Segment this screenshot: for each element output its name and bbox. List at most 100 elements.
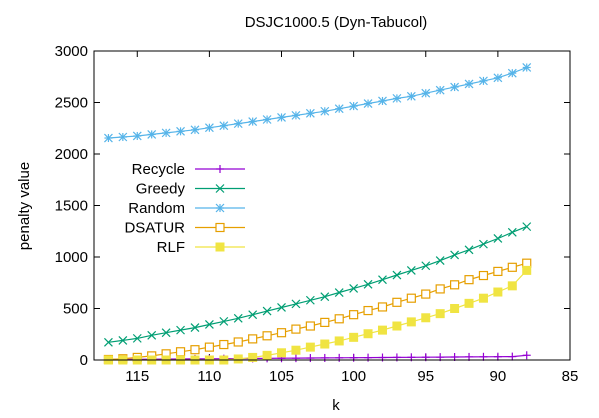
plot-frame [93, 50, 571, 361]
data-point-rlf [349, 332, 359, 342]
data-point-greedy [392, 270, 402, 280]
data-point-dsatur [233, 337, 243, 347]
plot-area [103, 63, 532, 365]
legend: Recycle Greedy Random DSATUR RLF [124, 161, 245, 256]
data-point-rlf [392, 321, 402, 331]
data-point-rlf [421, 313, 431, 323]
data-point-greedy [435, 256, 445, 266]
data-point-dsatur [493, 266, 503, 277]
data-point-dsatur [478, 270, 489, 281]
data-point-dsatur [190, 345, 200, 355]
data-point-random [392, 93, 402, 103]
data-point-random [176, 126, 185, 136]
legend-label-dsatur: DSATUR [124, 220, 185, 237]
x-tick-label: 110 [197, 368, 221, 385]
data-point-random [204, 123, 214, 133]
data-point-greedy [479, 239, 488, 249]
data-point-greedy [507, 227, 517, 237]
data-point-dsatur [320, 317, 330, 328]
data-point-recycle [349, 353, 358, 362]
data-point-rlf [507, 281, 517, 291]
data-point-dsatur [464, 275, 474, 285]
y-tick-label: 3000 [55, 43, 88, 60]
y-tick-label: 0 [80, 352, 88, 369]
data-point-random [262, 115, 272, 124]
series-line-greedy [108, 226, 527, 343]
y-axis-title-group: penalty value [16, 162, 33, 250]
data-point-recycle [479, 352, 488, 361]
data-point-greedy [176, 325, 185, 335]
data-point-greedy [334, 288, 344, 297]
data-point-greedy [219, 316, 229, 326]
data-point-greedy [190, 323, 200, 332]
data-point-dsatur [276, 328, 287, 338]
data-point-greedy [305, 295, 315, 305]
data-point-random [277, 113, 286, 122]
data-point-random [190, 125, 200, 135]
data-point-random [334, 104, 344, 114]
x-tick-label: 85 [562, 368, 579, 385]
data-point-recycle [291, 354, 300, 363]
x-tick-label: 105 [269, 368, 294, 385]
data-point-greedy [349, 283, 359, 293]
legend-marker-random [215, 203, 225, 213]
data-point-rlf [522, 265, 532, 275]
data-point-rlf [291, 345, 301, 355]
data-point-greedy [103, 337, 113, 347]
data-point-greedy [248, 310, 258, 320]
tick-labels: 0 500 1000 1500 2000 2500 3000 115 110 105 100 95 90… [55, 43, 579, 385]
data-point-greedy [147, 330, 157, 340]
x-tick-label: 100 [341, 368, 366, 385]
data-point-random [507, 68, 517, 78]
legend-marker-recycle [216, 165, 224, 173]
data-point-greedy [363, 279, 373, 289]
y-tick-label: 2500 [55, 95, 88, 112]
data-point-random [421, 88, 431, 98]
data-point-rlf [233, 354, 243, 364]
data-point-dsatur [363, 305, 373, 316]
y-tick-label: 1000 [55, 249, 88, 266]
data-point-dsatur [406, 293, 416, 303]
data-point-greedy [132, 333, 142, 343]
y-tick-label: 2000 [55, 146, 88, 163]
legend-label-recycle: Recycle [132, 161, 185, 178]
data-point-dsatur [291, 324, 301, 334]
chart-title: DSJC1000.5 (Dyn-Tabucol) [245, 14, 428, 31]
data-point-dsatur [435, 284, 445, 294]
data-point-recycle [508, 352, 517, 361]
data-point-greedy [320, 292, 330, 302]
data-point-rlf [478, 293, 488, 303]
data-point-recycle [493, 352, 502, 361]
data-point-rlf [320, 339, 330, 349]
data-point-random [233, 119, 243, 129]
data-point-random [363, 99, 373, 108]
legend-marker-dsatur [215, 222, 225, 233]
series-line-recycle [108, 354, 527, 361]
data-point-dsatur [392, 297, 402, 307]
data-point-rlf [305, 342, 315, 352]
data-point-dsatur [175, 347, 186, 357]
data-point-random [305, 108, 315, 118]
data-point-recycle [522, 351, 531, 360]
data-point-random [522, 63, 532, 72]
data-point-greedy [464, 245, 474, 255]
data-point-random [219, 121, 229, 131]
data-point-dsatur [248, 334, 258, 344]
data-point-dsatur [334, 314, 344, 324]
data-point-rlf [363, 329, 373, 339]
data-point-random [291, 110, 301, 120]
y-tick-label: 1500 [55, 198, 88, 215]
data-point-random [118, 132, 128, 142]
data-point-greedy [378, 275, 387, 285]
data-point-random [132, 131, 142, 141]
data-point-greedy [421, 261, 431, 271]
y-axis-title: penalty value [16, 162, 33, 250]
data-point-rlf [277, 348, 287, 358]
data-point-random [464, 79, 474, 89]
data-point-random [103, 133, 113, 143]
data-point-dsatur [377, 302, 388, 312]
data-point-greedy [262, 306, 272, 316]
data-point-dsatur [305, 321, 315, 331]
x-tick-label: 115 [125, 368, 149, 385]
